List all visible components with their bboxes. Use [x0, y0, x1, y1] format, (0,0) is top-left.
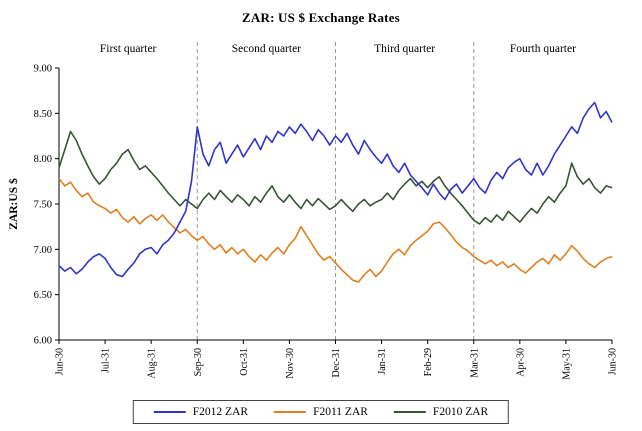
x-tick-label: Jan-31 [377, 348, 388, 375]
x-tick-label: Sep-30 [193, 348, 204, 376]
x-tick-label: Apr-30 [515, 348, 526, 377]
y-tick-label: 9.00 [34, 64, 52, 75]
legend-label: F2011 ZAR [313, 406, 368, 418]
y-tick-label: 6.00 [34, 336, 52, 347]
legend: F2012 ZAR F2011 ZAR F2010 ZAR [132, 400, 510, 424]
y-tick-label: 6.50 [34, 290, 52, 301]
legend-line-swatch [274, 411, 307, 413]
y-tick-label: 7.00 [34, 245, 52, 256]
legend-line-swatch [393, 411, 426, 413]
legend-label: F2010 ZAR [432, 406, 489, 418]
quarter-label: Third quarter [374, 43, 435, 55]
quarter-label: First quarter [100, 43, 157, 55]
x-tick-label: Oct-31 [239, 348, 250, 376]
x-tick-label: Feb-29 [423, 348, 434, 376]
y-tick-label: 7.50 [34, 200, 52, 211]
chart-title: ZAR: US $ Exchange Rates [242, 10, 400, 25]
legend-item-f2010-zar: F2010 ZAR [393, 406, 489, 418]
series-line-f2011-zar [58, 178, 613, 283]
x-tick-label: Jul-31 [101, 348, 112, 373]
x-tick-label: May-31 [561, 348, 572, 380]
x-tick-label: Aug-31 [147, 348, 158, 379]
series-line-f2010-zar [58, 130, 613, 225]
y-tick-label: 8.00 [34, 154, 52, 165]
x-tick-label: Dec-31 [331, 348, 342, 377]
quarter-label: Second quarter [232, 43, 301, 55]
x-tick-label: Jun-30 [608, 348, 619, 375]
x-tick-label: Jun-30 [55, 348, 66, 375]
x-tick-label: Mar-31 [469, 348, 480, 378]
legend-label: F2012 ZAR [192, 406, 249, 418]
quarter-label: Fourth quarter [510, 43, 576, 55]
series-line-f2012-zar [58, 101, 613, 278]
x-tick-label: Nov-30 [285, 348, 296, 379]
legend-item-f2011-zar: F2011 ZAR [274, 406, 368, 418]
legend-line-swatch [153, 411, 186, 413]
legend-item-f2012-zar: F2012 ZAR [153, 406, 249, 418]
y-tick-label: 8.50 [34, 109, 52, 120]
y-axis-title: ZAR:US $ [7, 178, 20, 230]
